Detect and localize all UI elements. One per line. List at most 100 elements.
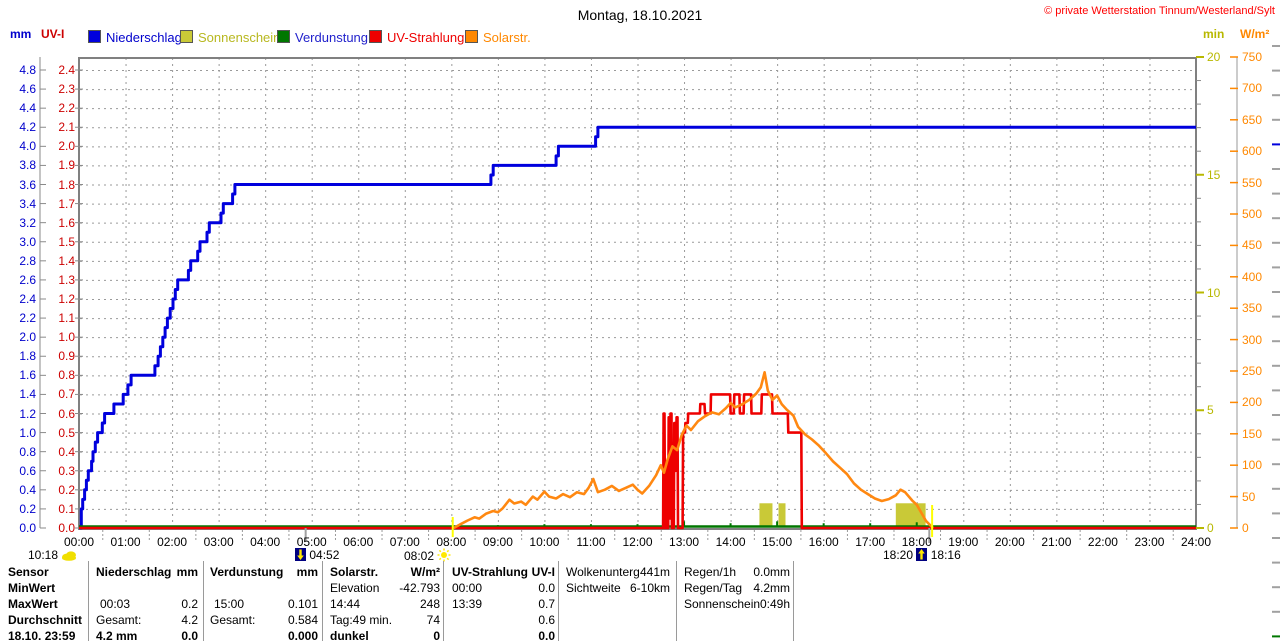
mm-tick-label: 0.6 bbox=[19, 463, 36, 478]
solarstr.-line bbox=[453, 370, 934, 530]
x-tick-label: 10:00 bbox=[529, 535, 560, 549]
uvi-tick-label: 1.7 bbox=[58, 196, 75, 211]
footer-cell-label: Tag:49 min. bbox=[330, 613, 393, 627]
x-tick-label: 15:00 bbox=[762, 535, 793, 549]
wm2-tick-label: 50 bbox=[1242, 489, 1256, 504]
moon-up-icon bbox=[916, 548, 928, 561]
x-tick-label: 05:00 bbox=[296, 535, 327, 549]
x-tick-label: 24:00 bbox=[1180, 535, 1212, 549]
wm2-tick-label: 600 bbox=[1242, 144, 1263, 159]
wm2-tick-label: 250 bbox=[1242, 364, 1263, 378]
footer-cell-label: Sichtweite bbox=[566, 581, 621, 595]
uvi-tick-label: 1.4 bbox=[58, 253, 75, 268]
wm2-tick-label: 450 bbox=[1242, 238, 1263, 253]
footer-column-separator bbox=[443, 561, 444, 641]
footer-col-title: UV-Strahlung bbox=[452, 565, 529, 579]
moonrise-sunset-annotation: 18:20 18:16 bbox=[883, 548, 961, 562]
wm2-tick-label: 400 bbox=[1242, 269, 1263, 284]
footer-row-label: Durchschnitt bbox=[8, 613, 83, 627]
mm-tick-label: 4.8 bbox=[19, 63, 36, 77]
footer-cell-value: 0.6 bbox=[538, 613, 555, 627]
x-tick-label: 04:00 bbox=[250, 535, 281, 549]
mm-tick-label: 1.8 bbox=[19, 349, 36, 364]
footer-cell-value: 0.2 bbox=[181, 597, 198, 611]
footer-cell-label: Regen/1h bbox=[684, 565, 737, 579]
mm-tick-label: 2.6 bbox=[19, 272, 36, 287]
min-tick-label: 15 bbox=[1207, 167, 1221, 182]
footer-cell-label: 14:44 bbox=[330, 597, 361, 611]
uvi-tick-label: 2.4 bbox=[58, 63, 75, 77]
mm-tick-label: 2.4 bbox=[19, 292, 36, 306]
footer-column-separator bbox=[203, 561, 204, 641]
mm-tick-label: 2.2 bbox=[19, 311, 36, 326]
x-tick-label: 08:00 bbox=[436, 535, 467, 549]
sunrise-time: 08:02 bbox=[404, 549, 435, 563]
uvi-tick-label: 0.0 bbox=[58, 521, 75, 535]
x-tick-label: 16:00 bbox=[808, 535, 839, 549]
mm-tick-label: 3.0 bbox=[19, 234, 36, 249]
footer-column-separator bbox=[322, 561, 323, 641]
wm2-tick-label: 650 bbox=[1242, 112, 1263, 127]
mm-tick-label: 3.8 bbox=[19, 158, 36, 173]
uvi-tick-label: 1.2 bbox=[58, 292, 75, 306]
legend-swatch-icon bbox=[180, 30, 193, 43]
footer-row-label: MinWert bbox=[8, 581, 56, 595]
wm2-tick-label: 500 bbox=[1242, 207, 1263, 221]
footer-cell-value: 0.0mm bbox=[753, 565, 790, 579]
sunset-time: 18:16 bbox=[930, 548, 961, 562]
footer-col-unit: UV-I bbox=[531, 565, 555, 579]
mm-tick-label: 4.2 bbox=[19, 120, 36, 135]
moon-down-icon bbox=[295, 548, 306, 561]
min-tick-label: 10 bbox=[1207, 285, 1221, 300]
legend-label: Solarstr. bbox=[483, 30, 531, 45]
footer-row-label: 18.10. 23:59 bbox=[8, 629, 76, 641]
footer-cell-label: Sonnenschein bbox=[684, 597, 761, 611]
footer-cell-label: Regen/Tag bbox=[684, 581, 743, 595]
uvi-tick-label: 0.9 bbox=[58, 349, 75, 364]
footer-col-title: Niederschlag bbox=[96, 565, 172, 579]
footer-row-label: Sensor bbox=[8, 565, 49, 579]
x-tick-label: 03:00 bbox=[203, 535, 234, 549]
mm-tick-label: 4.6 bbox=[19, 82, 36, 97]
uvi-tick-label: 0.1 bbox=[58, 501, 75, 516]
min-tick-label: 0 bbox=[1207, 521, 1214, 535]
wm2-tick-label: 550 bbox=[1242, 175, 1263, 190]
legend-item-niederschlag: Niederschlag bbox=[88, 30, 182, 45]
mm-tick-label: 3.4 bbox=[19, 196, 36, 211]
mm-tick-label: 1.4 bbox=[19, 387, 36, 402]
x-tick-label: 18:00 bbox=[901, 535, 932, 549]
wm2-tick-label: 350 bbox=[1242, 301, 1263, 316]
x-tick-label: 12:00 bbox=[622, 535, 653, 549]
x-tick-label: 09:00 bbox=[482, 535, 513, 549]
moonset-annotation: 04:52 bbox=[295, 548, 339, 562]
wm2-tick-label: 150 bbox=[1242, 426, 1263, 441]
x-tick-label: 11:00 bbox=[576, 535, 606, 549]
legend-item-verdunstung: Verdunstung bbox=[277, 30, 368, 45]
footer-cell-value: 0:49h bbox=[759, 597, 790, 611]
footer-cell-value: 4.2mm bbox=[753, 581, 790, 595]
uvi-tick-label: 0.3 bbox=[58, 463, 75, 478]
uvi-tick-label: 1.8 bbox=[58, 177, 75, 192]
legend-item-sonnenschein: Sonnenschein bbox=[180, 30, 280, 45]
footer-cell-label: Gesamt: bbox=[96, 613, 142, 627]
x-tick-label: 00:00 bbox=[63, 535, 95, 549]
footer-cell-label: 00:00 bbox=[452, 581, 483, 595]
footer-cell-label: 4.2 mm bbox=[96, 629, 138, 641]
mm-tick-label: 4.0 bbox=[19, 139, 36, 154]
x-tick-label: 21:00 bbox=[1041, 535, 1072, 549]
uvi-tick-label: 1.0 bbox=[58, 330, 75, 345]
x-tick-label: 17:00 bbox=[855, 535, 886, 549]
sun-icon bbox=[437, 548, 451, 562]
uvi-tick-label: 0.5 bbox=[58, 425, 75, 440]
footer-cell-label: Elevation bbox=[330, 581, 380, 595]
copyright-text: © private Wetterstation Tinnum/Westerlan… bbox=[1044, 5, 1275, 17]
sunshine-bar bbox=[778, 503, 786, 527]
footer-col-unit: mm bbox=[176, 565, 198, 579]
footer-column-separator bbox=[793, 561, 794, 641]
footer-row-label: MaxWert bbox=[8, 597, 58, 611]
x-tick-label: 06:00 bbox=[343, 535, 374, 549]
moonrise-time: 18:20 bbox=[883, 548, 914, 562]
wm2-tick-label: 0 bbox=[1242, 521, 1249, 535]
